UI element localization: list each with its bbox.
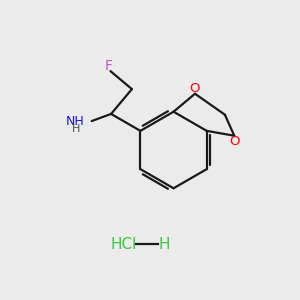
Text: O: O	[190, 82, 200, 95]
Text: HCl: HCl	[110, 237, 137, 252]
Text: O: O	[229, 134, 239, 148]
Text: H: H	[72, 124, 80, 134]
Text: H: H	[159, 237, 170, 252]
Text: F: F	[105, 59, 113, 73]
Text: NH: NH	[66, 115, 85, 128]
